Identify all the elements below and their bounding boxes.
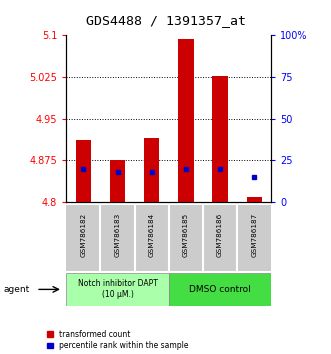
Bar <box>110 160 125 202</box>
Text: agent: agent <box>3 285 29 294</box>
Legend: transformed count, percentile rank within the sample: transformed count, percentile rank withi… <box>47 330 189 350</box>
Bar <box>247 197 262 202</box>
Bar <box>213 76 228 202</box>
Bar <box>178 39 194 202</box>
Text: GSM786187: GSM786187 <box>251 213 257 257</box>
Text: GSM786186: GSM786186 <box>217 213 223 257</box>
Text: GDS4488 / 1391357_at: GDS4488 / 1391357_at <box>85 13 246 27</box>
Text: GSM786182: GSM786182 <box>80 213 86 257</box>
Bar <box>144 138 160 202</box>
Text: GSM786185: GSM786185 <box>183 213 189 257</box>
Bar <box>75 140 91 202</box>
Bar <box>169 273 271 306</box>
Bar <box>66 273 169 306</box>
Text: GSM786184: GSM786184 <box>149 213 155 257</box>
Text: Notch inhibitor DAPT
(10 μM.): Notch inhibitor DAPT (10 μM.) <box>77 279 158 299</box>
Text: GSM786183: GSM786183 <box>115 213 120 257</box>
Text: DMSO control: DMSO control <box>189 285 251 294</box>
